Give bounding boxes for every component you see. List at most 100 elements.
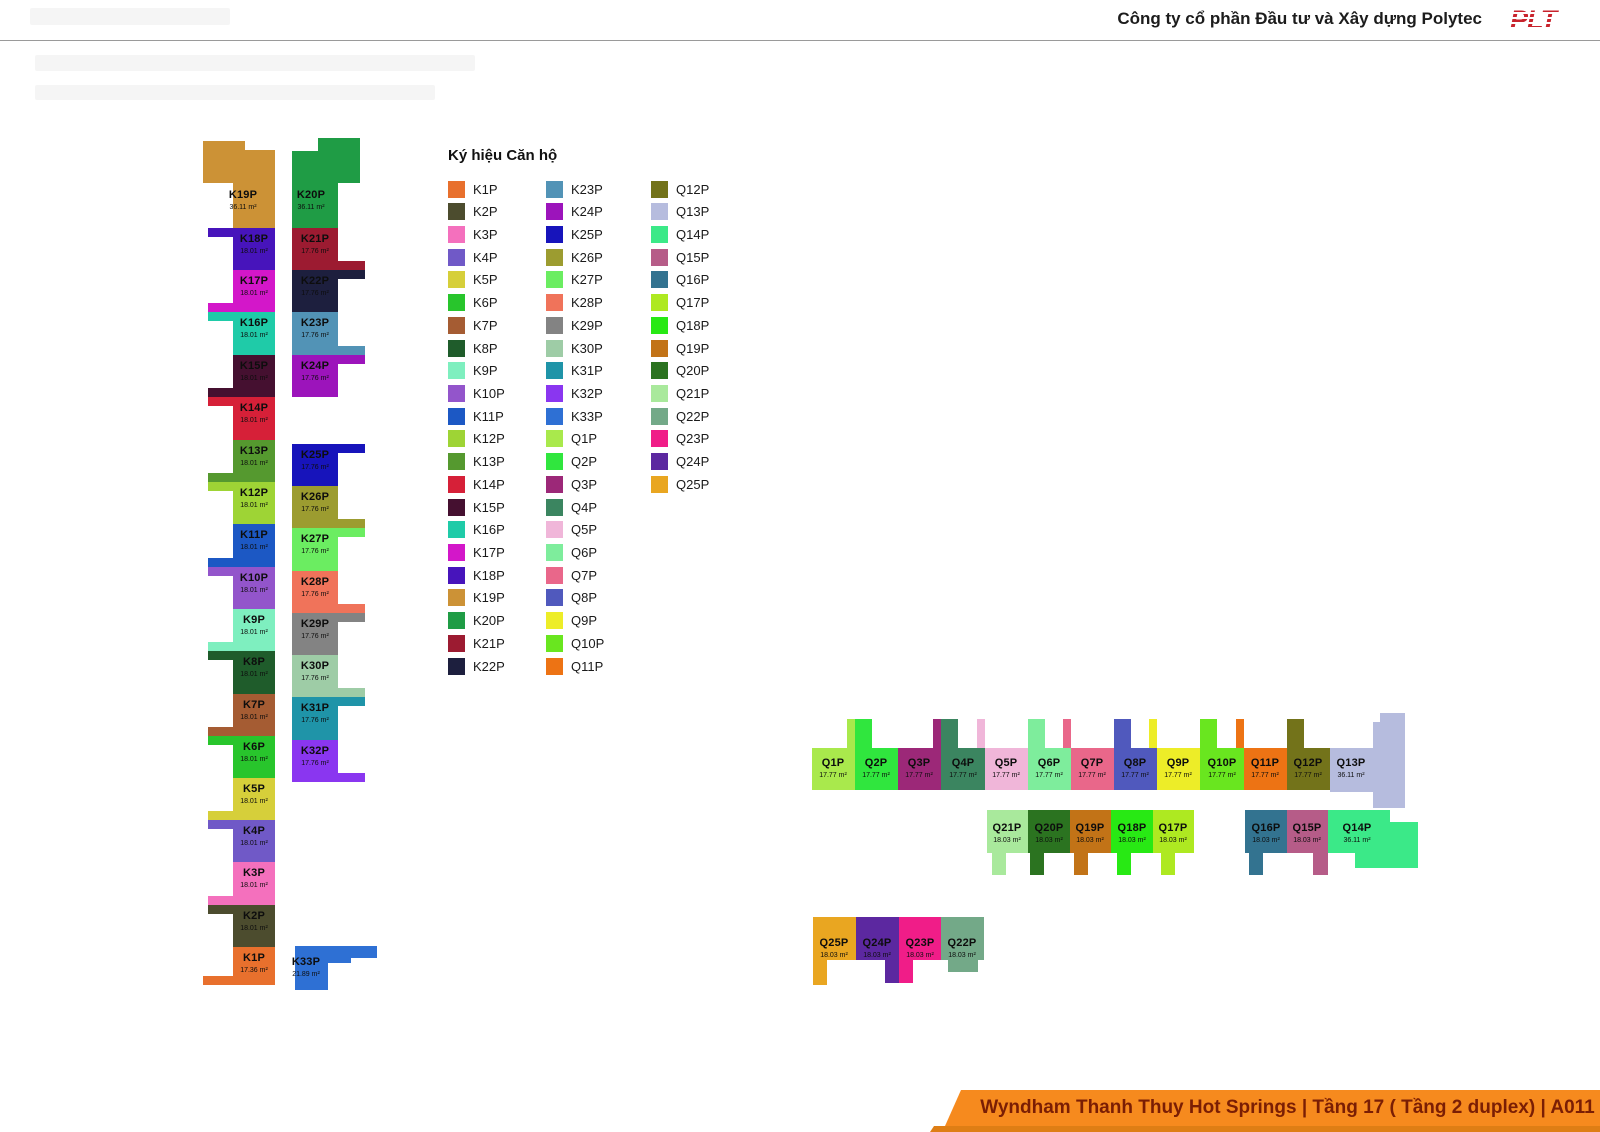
unit-shape (292, 740, 338, 782)
legend-color-swatch (448, 203, 465, 221)
unit-shape (233, 524, 275, 567)
unit-shape (208, 820, 233, 829)
legend-entry: K24P (546, 203, 603, 221)
unit-shape (1028, 810, 1070, 853)
unit-shape (1355, 853, 1390, 868)
legend-color-swatch (448, 634, 465, 652)
unit-shape (899, 917, 941, 960)
legend-entry: K21P (448, 634, 505, 652)
legend-color-swatch (546, 407, 563, 425)
legend-label: K33P (571, 408, 603, 424)
legend-entry: Q6P (546, 544, 597, 562)
legend-color-swatch (448, 248, 465, 266)
legend-entry: Q21P (651, 384, 709, 402)
legend-entry: Q15P (651, 248, 709, 266)
unit-shape (208, 473, 233, 482)
legend-label: K1P (473, 181, 498, 197)
legend-entry: Q8P (546, 589, 597, 607)
faint-watermark (30, 8, 230, 25)
unit-shape (1111, 810, 1153, 853)
legend-label: Q24P (676, 454, 710, 470)
unit-shape (338, 270, 365, 279)
unit-shape (1287, 810, 1328, 853)
unit-shape (941, 917, 984, 960)
unit-shape (1117, 853, 1131, 875)
legend-label: Q5P (571, 522, 598, 538)
unit-shape (813, 960, 827, 985)
unit-shape (208, 642, 233, 651)
legend-label: K4P (473, 249, 498, 265)
legend-label: Q2P (571, 454, 598, 470)
unit-shape (855, 719, 872, 748)
legend-color-swatch (448, 271, 465, 289)
unit-shape (233, 905, 275, 947)
legend-color-swatch (651, 384, 668, 402)
unit-shape (855, 748, 898, 790)
unit-shape (1070, 810, 1111, 853)
unit-shape (292, 697, 338, 740)
legend-entry: K30P (546, 339, 603, 357)
legend-color-swatch (651, 316, 668, 334)
legend-color-swatch (448, 544, 465, 562)
legend-label: Q11P (571, 658, 604, 674)
legend-label: K2P (473, 204, 498, 220)
unit-shape (1157, 748, 1200, 790)
legend-label: K18P (473, 567, 505, 583)
unit-shape (208, 482, 233, 491)
legend-color-swatch (546, 248, 563, 266)
legend-color-swatch (546, 475, 563, 493)
faint-watermark (35, 55, 475, 71)
legend-entry: K23P (546, 180, 603, 198)
unit-shape (1028, 719, 1045, 748)
unit-shape (208, 727, 233, 736)
legend-label: K14P (473, 476, 505, 492)
unit-shape (233, 312, 275, 355)
legend-label: Q25P (676, 476, 710, 492)
legend-color-swatch (651, 407, 668, 425)
unit-shape (292, 655, 338, 697)
unit-shape (208, 811, 233, 820)
unit-shape (233, 862, 275, 905)
legend-entry: K15P (448, 498, 505, 516)
legend-entry: Q19P (651, 339, 709, 357)
legend-color-swatch (651, 475, 668, 493)
legend-color-swatch (651, 430, 668, 448)
legend-entry: Q25P (651, 475, 709, 493)
legend-color-swatch (448, 225, 465, 243)
legend-entry: K27P (546, 271, 603, 289)
unit-shape (295, 946, 328, 990)
unit-shape (292, 571, 338, 613)
unit-shape (233, 694, 275, 736)
unit-shape (233, 820, 275, 862)
legend-entry: K11P (448, 407, 504, 425)
legend-entry: K26P (546, 248, 603, 266)
legend-color-swatch (448, 316, 465, 334)
unit-shape (233, 355, 275, 397)
legend-label: Q12P (676, 181, 710, 197)
legend-entry: K10P (448, 384, 505, 402)
unit-shape (292, 312, 338, 355)
unit-shape (208, 228, 233, 237)
legend-color-swatch (448, 475, 465, 493)
legend-label: K6P (473, 295, 498, 311)
legend-color-swatch (448, 407, 465, 425)
legend-entry: K5P (448, 271, 498, 289)
unit-shape (338, 688, 365, 697)
legend-entry: K9P (448, 362, 498, 380)
unit-shape (941, 719, 958, 748)
unit-shape (1287, 748, 1330, 790)
legend-color-swatch (546, 271, 563, 289)
unit-shape (338, 604, 365, 613)
unit-shape (1390, 822, 1418, 868)
legend-label: K16P (473, 522, 505, 538)
legend-color-swatch (546, 430, 563, 448)
legend-label: Q7P (571, 567, 598, 583)
unit-shape (898, 748, 941, 790)
legend-entry: K6P (448, 294, 498, 312)
legend-color-swatch (546, 498, 563, 516)
legend-color-swatch (546, 384, 563, 402)
legend-entry: K16P (448, 521, 505, 539)
unit-shape (1063, 719, 1071, 748)
legend-label: K20P (473, 613, 505, 629)
legend-label: K5P (473, 272, 498, 288)
